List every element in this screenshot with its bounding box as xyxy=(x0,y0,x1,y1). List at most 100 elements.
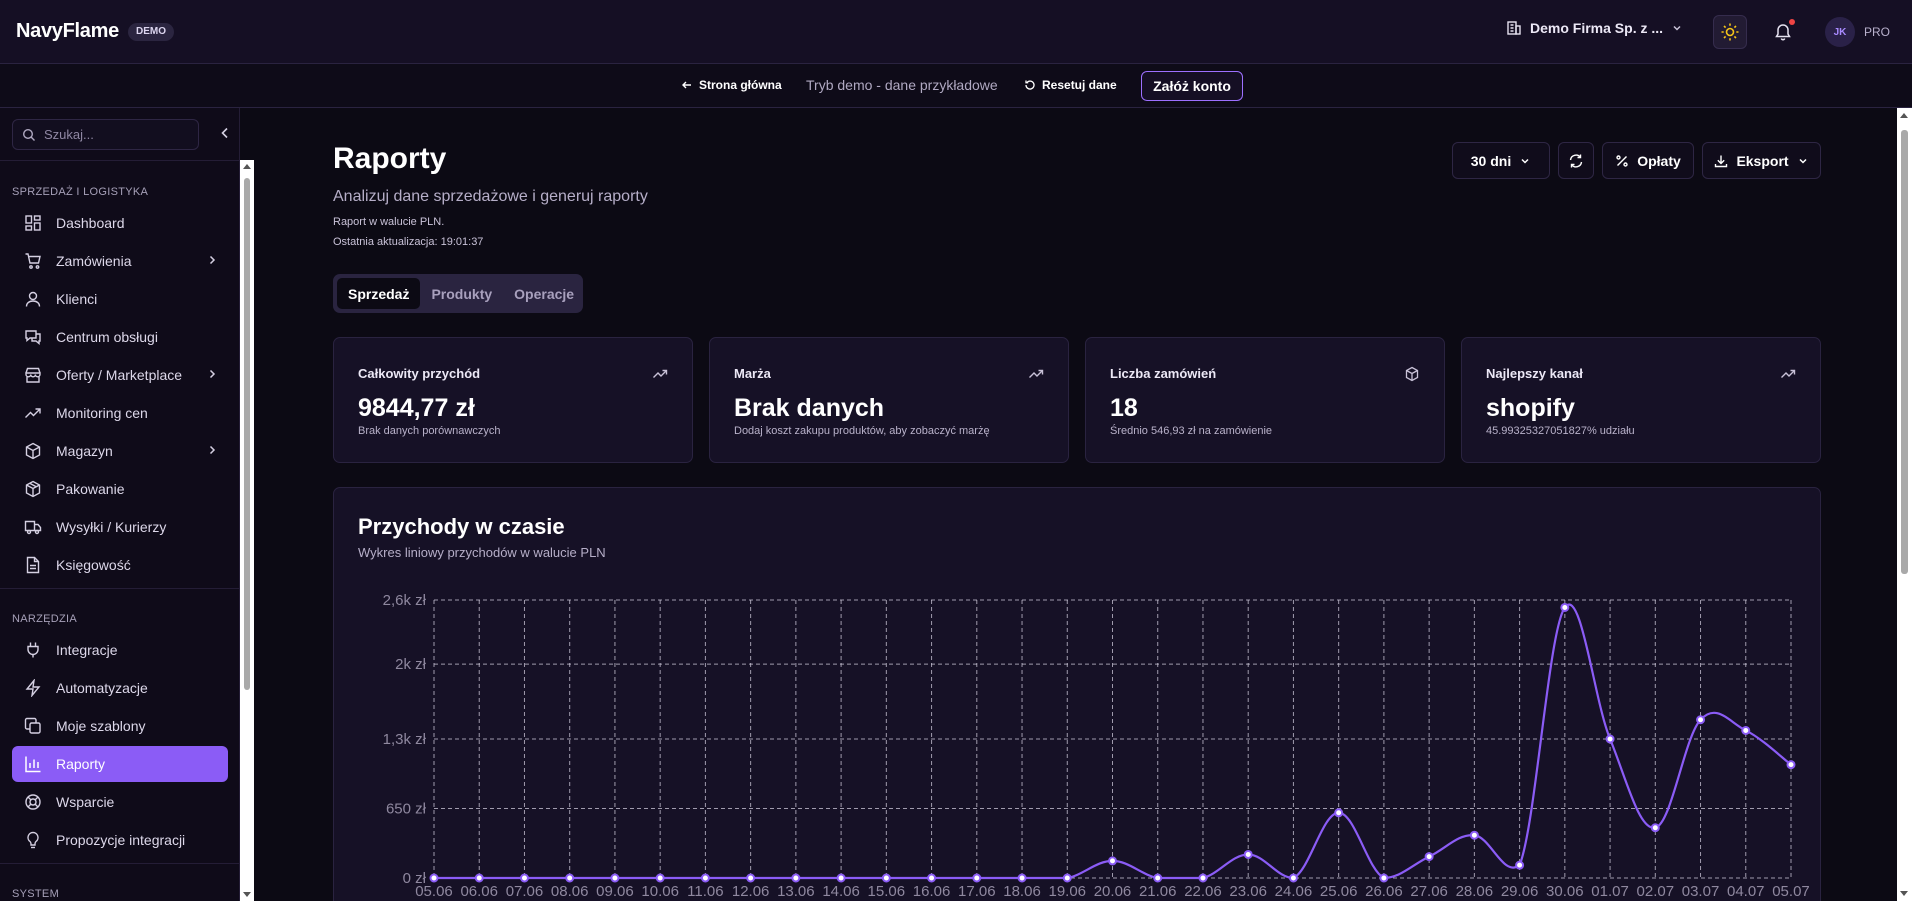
data-point xyxy=(1288,873,1298,883)
refresh-button[interactable] xyxy=(1558,142,1594,179)
card-label: Całkowity przychód xyxy=(358,366,481,381)
fees-button[interactable]: Opłaty xyxy=(1602,142,1694,179)
trend-icon xyxy=(25,408,41,418)
sidebar-item-label: Pakowanie xyxy=(56,481,125,497)
range-label: 30 dni xyxy=(1470,152,1512,169)
sidebar-item-accounting[interactable]: Księgowość xyxy=(12,547,228,583)
group-label-tools: NARZĘDZIA xyxy=(12,613,78,625)
card-note: Brak danych porównawczych xyxy=(358,425,501,437)
chevron-right-icon xyxy=(209,369,216,379)
bar-chart-icon xyxy=(25,756,41,773)
scroll-down-arrow[interactable] xyxy=(243,892,251,897)
sidebar-item-clients[interactable]: Klienci xyxy=(12,281,228,317)
scrollbar-thumb[interactable] xyxy=(244,178,250,690)
data-point xyxy=(429,873,439,883)
sidebar-item-automations[interactable]: Automatyzacje xyxy=(12,670,228,706)
data-point xyxy=(474,873,484,883)
chevron-down-icon xyxy=(1799,158,1807,164)
signup-button[interactable]: Załóż konto xyxy=(1141,71,1243,101)
demo-mode-text: Tryb demo - dane przykładowe xyxy=(806,77,998,93)
notifications-button[interactable] xyxy=(1768,17,1798,47)
store-icon xyxy=(25,367,41,383)
collapse-sidebar-button[interactable] xyxy=(218,126,232,145)
x-tick-label: 10.06 xyxy=(641,883,679,900)
tab-operations[interactable]: Operacje xyxy=(514,285,575,302)
fees-label: Opłaty xyxy=(1637,152,1681,169)
trend-up-icon xyxy=(1781,369,1796,378)
x-tick-label: 08.06 xyxy=(551,883,589,900)
card-value: Brak danych xyxy=(734,394,885,422)
reset-data-button[interactable]: Resetuj dane xyxy=(1024,78,1117,92)
range-select[interactable]: 30 dni xyxy=(1452,142,1550,179)
avatar[interactable]: JK xyxy=(1825,17,1855,47)
company-switcher[interactable]: Demo Firma Sp. z ... xyxy=(1506,20,1683,36)
main-scrollbar[interactable] xyxy=(1897,108,1912,901)
bell-icon xyxy=(1775,24,1791,41)
y-tick-label: 650 zł xyxy=(386,801,427,818)
sidebar-item-label: Moje szablony xyxy=(56,718,146,734)
home-link[interactable]: Strona główna xyxy=(681,78,782,92)
sidebar-item-reports[interactable]: Raporty xyxy=(12,746,228,782)
data-point xyxy=(1198,873,1208,883)
chevron-right-icon xyxy=(209,445,216,455)
x-tick-label: 01.07 xyxy=(1591,883,1629,900)
sidebar-item-packing[interactable]: Pakowanie xyxy=(12,471,228,507)
x-tick-label: 25.06 xyxy=(1320,883,1358,900)
sidebar-item-label: Dashboard xyxy=(56,215,125,231)
x-tick-label: 09.06 xyxy=(596,883,634,900)
y-tick-label: 2,6k zł xyxy=(383,592,427,609)
x-tick-label: 02.07 xyxy=(1637,883,1675,900)
copy-icon xyxy=(24,717,41,734)
search-input[interactable]: Szukaj... xyxy=(12,119,199,150)
chevron-left-icon xyxy=(221,127,228,139)
lightbulb-icon xyxy=(27,831,39,849)
page-subtitle: Analizuj dane sprzedażowe i generuj rapo… xyxy=(333,188,648,205)
percent-icon xyxy=(1616,154,1628,167)
data-point xyxy=(791,873,801,883)
sidebar-item-integration-proposals[interactable]: Propozycje integracji xyxy=(12,822,228,858)
cube-icon xyxy=(1405,366,1419,382)
sidebar-item-service-center[interactable]: Centrum obsługi xyxy=(12,319,228,355)
data-point xyxy=(836,873,846,883)
data-point xyxy=(655,873,665,883)
scroll-up-arrow[interactable] xyxy=(243,164,251,169)
theme-toggle-button[interactable] xyxy=(1713,15,1747,49)
sidebar-item-templates[interactable]: Moje szablony xyxy=(12,708,228,744)
scrollbar-thumb[interactable] xyxy=(1901,130,1908,574)
data-point xyxy=(565,873,575,883)
x-tick-label: 15.06 xyxy=(868,883,906,900)
tab-products[interactable]: Produkty xyxy=(431,285,493,302)
data-point xyxy=(1560,602,1570,612)
sidebar-item-orders[interactable]: Zamówienia xyxy=(12,243,228,279)
sidebar-item-price-monitoring[interactable]: Monitoring cen xyxy=(12,395,228,431)
y-tick-label: 0 zł xyxy=(403,870,427,887)
x-tick-label: 13.06 xyxy=(777,883,815,900)
sidebar-item-shipping[interactable]: Wysyłki / Kurierzy xyxy=(12,509,228,545)
export-button[interactable]: Eksport xyxy=(1702,142,1821,179)
grid-icon xyxy=(25,215,41,231)
x-tick-label: 18.06 xyxy=(1003,883,1041,900)
top-header: NavyFlame DEMO Demo Firma Sp. z ... JK P… xyxy=(0,0,1912,64)
x-tick-label: 16.06 xyxy=(913,883,951,900)
package-icon xyxy=(25,480,41,498)
brand-logo[interactable]: NavyFlame xyxy=(16,20,119,42)
scroll-down-arrow[interactable] xyxy=(1900,891,1908,896)
chart-subtitle: Wykres liniowy przychodów w walucie PLN xyxy=(358,545,606,560)
chat-icon xyxy=(25,330,41,345)
scroll-up-arrow[interactable] xyxy=(1900,113,1908,118)
sidebar-scrollbar[interactable] xyxy=(240,160,254,901)
sidebar-item-integrations[interactable]: Integracje xyxy=(12,632,228,668)
tab-sales[interactable]: Sprzedaż xyxy=(337,278,421,309)
plug-icon xyxy=(27,642,39,658)
sidebar-item-warehouse[interactable]: Magazyn xyxy=(12,433,228,469)
sidebar-item-support[interactable]: Wsparcie xyxy=(12,784,228,820)
data-point xyxy=(746,873,756,883)
x-tick-label: 04.07 xyxy=(1727,883,1765,900)
data-point xyxy=(519,873,529,883)
sidebar-item-label: Automatyzacje xyxy=(56,680,148,696)
data-point xyxy=(1605,734,1615,744)
chart-title: Przychody w czasie xyxy=(358,514,565,539)
sidebar-item-dashboard[interactable]: Dashboard xyxy=(12,205,228,241)
data-point xyxy=(1696,715,1706,725)
sidebar-item-offers[interactable]: Oferty / Marketplace xyxy=(12,357,228,393)
